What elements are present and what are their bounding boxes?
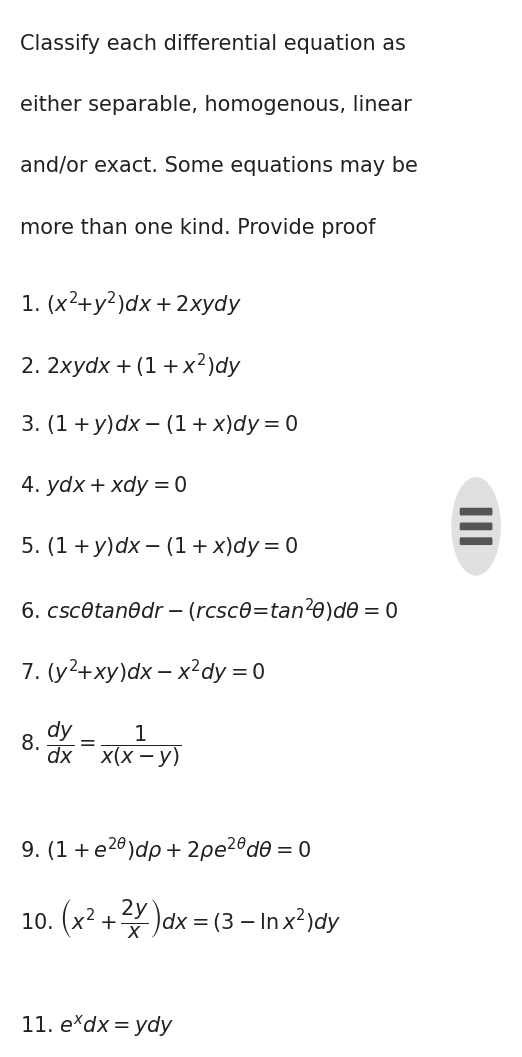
Text: 3. $(1+y)dx-(1+x)dy = 0$: 3. $(1+y)dx-(1+x)dy = 0$ <box>20 412 298 437</box>
Text: 1. $(x^2\!\!+\!y^2)dx + 2xydy$: 1. $(x^2\!\!+\!y^2)dx + 2xydy$ <box>20 290 242 319</box>
Text: 6. $csc\theta tan\theta dr-(rcsc\theta\!=\!tan^2\!\theta)d\theta = 0$: 6. $csc\theta tan\theta dr-(rcsc\theta\!… <box>20 596 398 625</box>
Text: 5. $(1+y)dx-(1+x)dy = 0$: 5. $(1+y)dx-(1+x)dy = 0$ <box>20 535 298 559</box>
Text: Classify each differential equation as: Classify each differential equation as <box>20 34 406 54</box>
FancyBboxPatch shape <box>460 508 492 515</box>
Text: 7. $(y^2\!\!+\!xy)dx-x^2dy = 0$: 7. $(y^2\!\!+\!xy)dx-x^2dy = 0$ <box>20 657 266 687</box>
Text: 11. $e^xdx = ydy$: 11. $e^xdx = ydy$ <box>20 1013 174 1039</box>
Text: 10. $\left(x^2+\dfrac{2y}{x}\right)dx = (3-\ln x^2)dy$: 10. $\left(x^2+\dfrac{2y}{x}\right)dx = … <box>20 896 341 940</box>
Circle shape <box>452 478 500 575</box>
Text: 9. $(1+e^{2\theta})d\rho + 2\rho e^{2\theta}d\theta = 0$: 9. $(1+e^{2\theta})d\rho + 2\rho e^{2\th… <box>20 835 311 865</box>
Text: 2. $2xydx + (1 + x^2)dy$: 2. $2xydx + (1 + x^2)dy$ <box>20 351 242 381</box>
FancyBboxPatch shape <box>460 523 492 530</box>
Text: more than one kind. Provide proof: more than one kind. Provide proof <box>20 218 375 238</box>
Text: 8. $\dfrac{dy}{dx} = \dfrac{1}{x(x-y)}$: 8. $\dfrac{dy}{dx} = \dfrac{1}{x(x-y)}$ <box>20 719 181 769</box>
FancyBboxPatch shape <box>460 538 492 544</box>
Text: and/or exact. Some equations may be: and/or exact. Some equations may be <box>20 156 418 177</box>
Text: 4. $ydx + xdy = 0$: 4. $ydx + xdy = 0$ <box>20 474 187 498</box>
Text: either separable, homogenous, linear: either separable, homogenous, linear <box>20 95 411 115</box>
